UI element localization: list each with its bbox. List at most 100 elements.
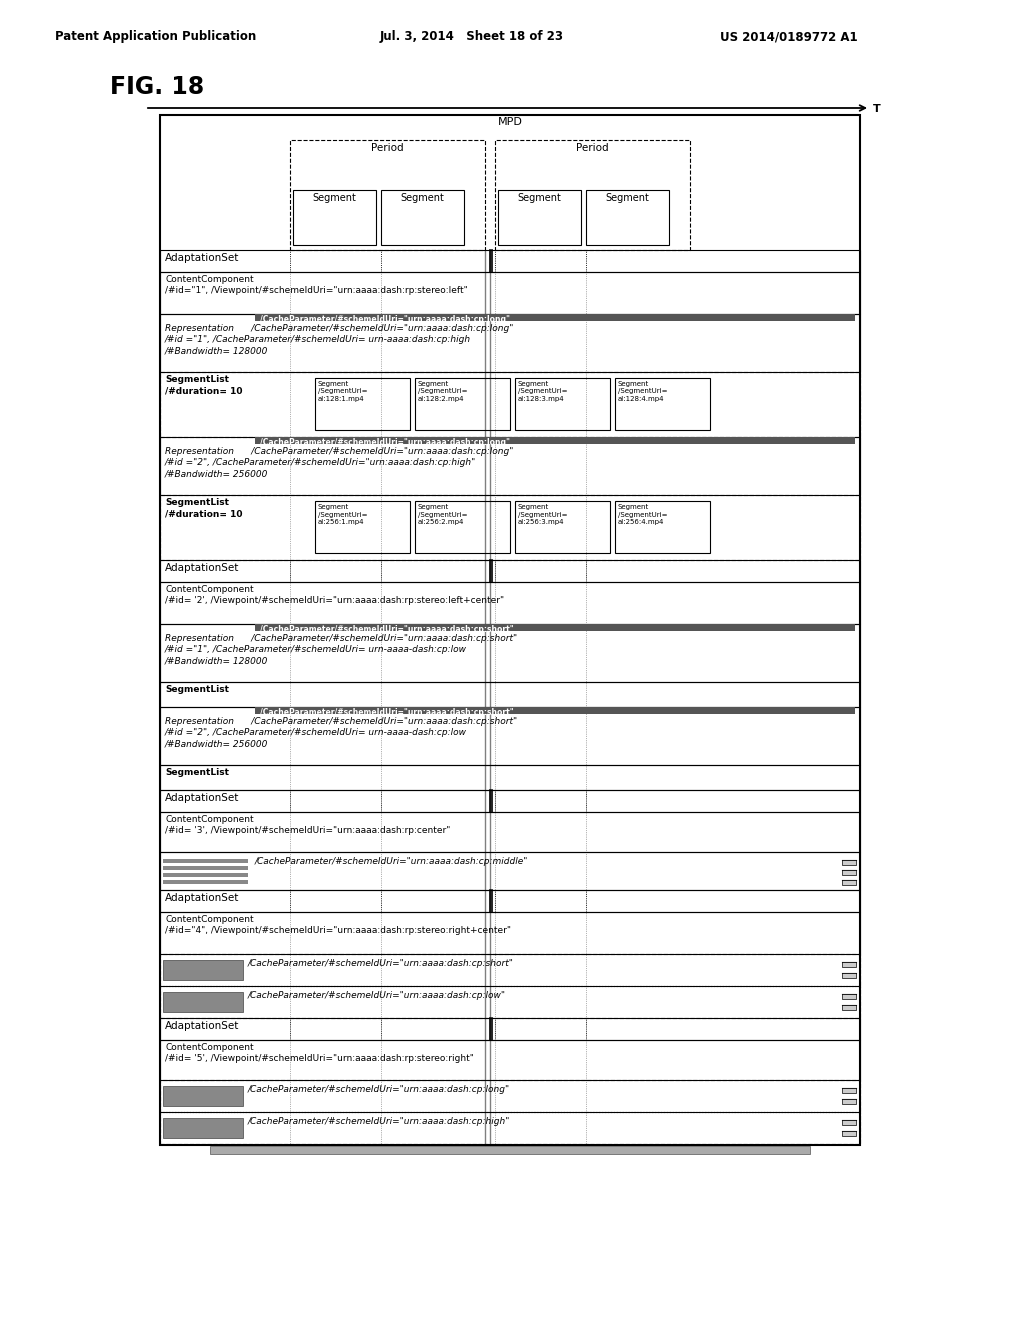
Bar	[842, 994, 856, 999]
Text: AdaptationSet: AdaptationSet	[165, 253, 240, 263]
Bar	[415, 502, 510, 553]
Bar	[160, 890, 860, 912]
Text: Jul. 3, 2014   Sheet 18 of 23: Jul. 3, 2014 Sheet 18 of 23	[380, 30, 564, 44]
Bar	[160, 912, 860, 954]
Bar	[160, 272, 860, 314]
Bar	[160, 766, 860, 789]
Text: Segment
/SegmentUri=
al:128:4.mp4: Segment /SegmentUri= al:128:4.mp4	[618, 381, 668, 403]
Bar	[160, 1080, 860, 1111]
Text: Segment
/SegmentUri=
al:256:2.mp4: Segment /SegmentUri= al:256:2.mp4	[418, 504, 468, 525]
Bar	[315, 502, 410, 553]
Bar	[160, 986, 860, 1018]
Text: Representation      /CacheParameter/#schemeIdUri="urn:aaaa:dash:cp:short"
/#id =: Representation /CacheParameter/#schemeId…	[165, 717, 517, 748]
Bar	[163, 880, 248, 884]
Bar	[160, 624, 860, 682]
Text: /CacheParameter/#schemeIdUri="urn:aaaa:dash:cp:long": /CacheParameter/#schemeIdUri="urn:aaaa:d…	[248, 1085, 510, 1094]
Text: Representation      /CacheParameter/#schemeIdUri="urn:aaaa:dash:cp:short"
/#id =: Representation /CacheParameter/#schemeId…	[165, 634, 517, 665]
Bar	[160, 851, 860, 890]
Bar	[255, 437, 855, 444]
Text: AdaptationSet: AdaptationSet	[165, 793, 240, 803]
Text: /CacheParameter/#schemeIdUri="urn:aaaa:dash:cp:low": /CacheParameter/#schemeIdUri="urn:aaaa:d…	[248, 991, 506, 1001]
Bar	[842, 1100, 856, 1104]
Text: ContentComponent
/#id= '5', /Viewpoint/#schemeIdUri="urn:aaaa:dash:rp:stereo:rig: ContentComponent /#id= '5', /Viewpoint/#…	[165, 1043, 474, 1063]
Bar	[842, 962, 856, 968]
Bar	[163, 1118, 243, 1138]
Text: Segment: Segment	[605, 193, 649, 203]
Bar	[163, 993, 243, 1012]
Text: /CacheParameter/#schemeIdUri="urn:aaaa:dash:cp:short": /CacheParameter/#schemeIdUri="urn:aaaa:d…	[248, 960, 514, 968]
Text: FIG. 18: FIG. 18	[110, 75, 204, 99]
Bar	[160, 789, 860, 812]
Text: Segment
/SegmentUri=
al:256:4.mp4: Segment /SegmentUri= al:256:4.mp4	[618, 504, 668, 525]
Text: /CacheParameter/#schemeIdUri="urn:aaaa:dash:cp:long": /CacheParameter/#schemeIdUri="urn:aaaa:d…	[260, 315, 510, 323]
Bar	[842, 973, 856, 978]
Text: Segment: Segment	[312, 193, 356, 203]
Text: SegmentList: SegmentList	[165, 768, 229, 777]
Text: AdaptationSet: AdaptationSet	[165, 564, 240, 573]
Bar	[586, 190, 669, 246]
Bar	[381, 190, 464, 246]
Bar	[842, 861, 856, 865]
Text: MPD: MPD	[498, 117, 522, 127]
Bar	[255, 708, 855, 714]
Bar	[160, 249, 860, 272]
Text: Segment
/SegmentUri=
al:256:3.mp4: Segment /SegmentUri= al:256:3.mp4	[518, 504, 567, 525]
Text: ContentComponent
/#id="1", /Viewpoint/#schemeIdUri="urn:aaaa:dash:rp:stereo:left: ContentComponent /#id="1", /Viewpoint/#s…	[165, 275, 468, 296]
Bar	[210, 1146, 810, 1154]
Text: Segment: Segment	[400, 193, 444, 203]
Text: /CacheParameter/#schemeIdUri="urn:aaaa:dash:cp:short": /CacheParameter/#schemeIdUri="urn:aaaa:d…	[260, 708, 514, 717]
Bar	[290, 140, 485, 249]
Text: Representation      /CacheParameter/#schemeIdUri="urn:aaaa:dash:cp:long"
/#id =": Representation /CacheParameter/#schemeId…	[165, 447, 513, 478]
Text: Segment
/SegmentUri=
al:128:3.mp4: Segment /SegmentUri= al:128:3.mp4	[518, 381, 567, 403]
Bar	[842, 1088, 856, 1093]
Text: AdaptationSet: AdaptationSet	[165, 1020, 240, 1031]
Bar	[842, 880, 856, 884]
Bar	[842, 870, 856, 875]
Text: AdaptationSet: AdaptationSet	[165, 894, 240, 903]
Text: Period: Period	[577, 143, 609, 153]
Text: ContentComponent
/#id="4", /Viewpoint/#schemeIdUri="urn:aaaa:dash:rp:stereo:righ: ContentComponent /#id="4", /Viewpoint/#s…	[165, 915, 511, 935]
Text: ContentComponent
/#id= '3', /Viewpoint/#schemeIdUri="urn:aaaa:dash:rp:center": ContentComponent /#id= '3', /Viewpoint/#…	[165, 814, 451, 836]
Bar	[842, 1005, 856, 1010]
Bar	[163, 859, 248, 863]
Text: T: T	[873, 104, 881, 114]
Text: Patent Application Publication: Patent Application Publication	[55, 30, 256, 44]
Bar	[160, 1111, 860, 1144]
Bar	[160, 1040, 860, 1080]
Bar	[160, 682, 860, 708]
Bar	[160, 1018, 860, 1040]
Bar	[160, 437, 860, 495]
Text: US 2014/0189772 A1: US 2014/0189772 A1	[720, 30, 858, 44]
Text: Segment: Segment	[517, 193, 561, 203]
Bar	[495, 140, 690, 249]
Bar	[615, 378, 710, 430]
Bar	[842, 1131, 856, 1137]
Bar	[160, 372, 860, 437]
Bar	[515, 378, 610, 430]
Bar	[160, 812, 860, 851]
Bar	[415, 378, 510, 430]
Text: Segment
/SegmentUri=
al:256:1.mp4: Segment /SegmentUri= al:256:1.mp4	[318, 504, 368, 525]
Bar	[315, 378, 410, 430]
Bar	[515, 502, 610, 553]
Text: /CacheParameter/#schemeIdUri="urn:aaaa:dash:cp:long": /CacheParameter/#schemeIdUri="urn:aaaa:d…	[260, 438, 510, 447]
Text: Period: Period	[371, 143, 403, 153]
Bar	[163, 960, 243, 979]
Bar	[842, 1119, 856, 1125]
Bar	[498, 190, 581, 246]
Text: SegmentList
/#duration= 10: SegmentList /#duration= 10	[165, 375, 243, 395]
Text: SegmentList: SegmentList	[165, 685, 229, 694]
Text: Segment
/SegmentUri=
al:128:2.mp4: Segment /SegmentUri= al:128:2.mp4	[418, 381, 468, 403]
Bar	[160, 954, 860, 986]
Bar	[163, 866, 248, 870]
Bar	[163, 873, 248, 876]
Bar	[255, 624, 855, 631]
Text: Representation      /CacheParameter/#schemeIdUri="urn:aaaa:dash:cp:long"
/#id =": Representation /CacheParameter/#schemeId…	[165, 323, 513, 355]
Bar	[160, 495, 860, 560]
Bar	[160, 708, 860, 766]
Text: /CacheParameter/#schemeIdUri="urn:aaaa:dash:cp:high": /CacheParameter/#schemeIdUri="urn:aaaa:d…	[248, 1117, 510, 1126]
Text: ContentComponent
/#id= '2', /Viewpoint/#schemeIdUri="urn:aaaa:dash:rp:stereo:lef: ContentComponent /#id= '2', /Viewpoint/#…	[165, 585, 504, 605]
Bar	[160, 560, 860, 582]
Text: /CacheParameter/#schemeIdUri="urn:aaaa:dash:cp:short": /CacheParameter/#schemeIdUri="urn:aaaa:d…	[260, 624, 514, 634]
Bar	[163, 1086, 243, 1106]
